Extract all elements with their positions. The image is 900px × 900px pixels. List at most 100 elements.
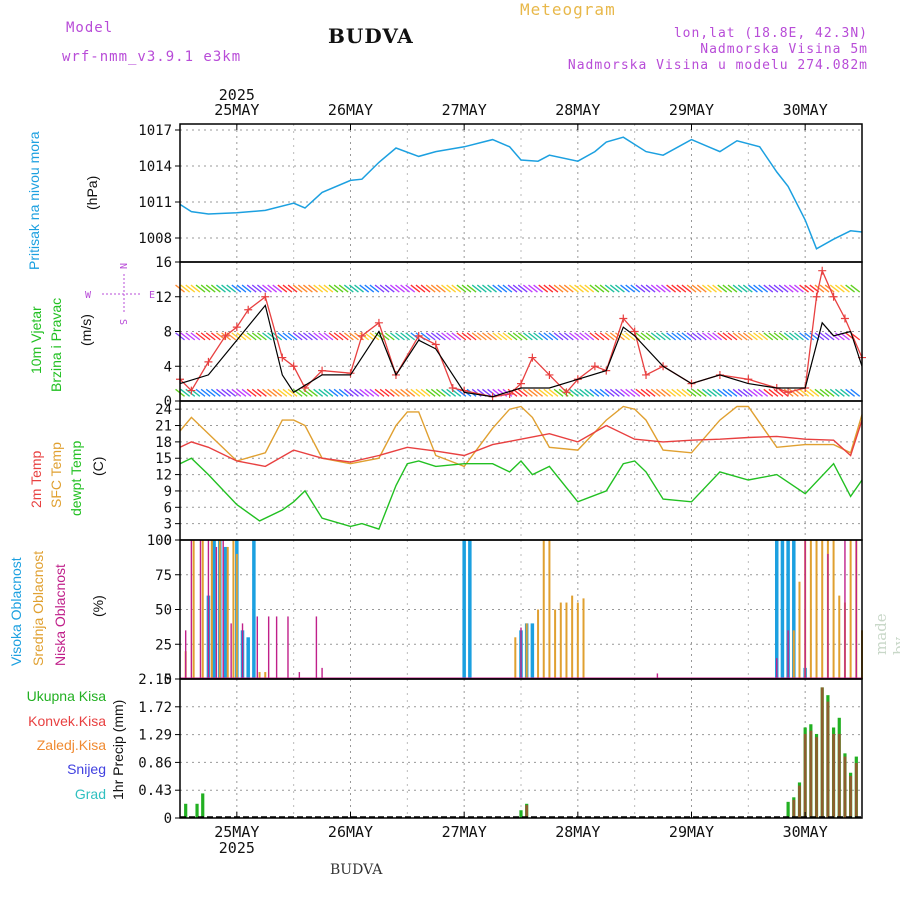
wind-barb (712, 284, 723, 293)
wind-barb (236, 284, 247, 293)
wind-barb (410, 388, 421, 397)
wind-barb (737, 332, 748, 341)
wind-speed-marker (232, 323, 241, 332)
wind-barb (195, 284, 206, 293)
wind-barb (748, 332, 758, 341)
x-tick-label-bottom: 26MAY (328, 823, 373, 841)
wind-barb (323, 332, 334, 341)
wind-barb (773, 388, 784, 397)
compass-n: N (117, 263, 128, 269)
wind-barb (666, 332, 676, 341)
wind-barb (528, 284, 538, 293)
wind-speed-marker (642, 370, 651, 379)
wind-barb (267, 332, 278, 341)
wind-barb (400, 284, 411, 293)
wind-barb (369, 284, 380, 293)
model-name: wrf-nmm_v3.9.1 e3km (62, 49, 242, 65)
cloud-high-bar (775, 540, 779, 679)
wind-barb (287, 388, 298, 397)
wind-barb (471, 284, 482, 293)
wind-barb (768, 284, 779, 293)
wind-barb (783, 284, 794, 293)
wind-barb (712, 388, 723, 397)
wind-barb (599, 284, 610, 293)
year-label-bottom: 2025 (219, 839, 255, 857)
wind-barb (318, 388, 329, 397)
y-tick-label: 1.72 (138, 700, 172, 716)
wind-barb (328, 332, 339, 341)
wind-barb (732, 332, 743, 341)
wind-barb (696, 332, 707, 341)
cloud-high-bar (462, 540, 466, 679)
wind-barb (231, 332, 242, 341)
wind-barb (287, 284, 298, 293)
wind-barb (543, 332, 554, 341)
cloud-high-bar (468, 540, 472, 679)
wind-barb (814, 388, 825, 397)
wind-barb (676, 388, 687, 397)
wind-barb (599, 388, 610, 397)
wind-barb (241, 332, 252, 341)
wind-barb (717, 284, 728, 293)
cloud-low-bar (827, 553, 829, 679)
wind-barb (584, 332, 595, 341)
cloud-low-bar (855, 540, 858, 679)
wind-barb (845, 388, 856, 397)
wind-barb (487, 284, 497, 293)
wind-barb (655, 332, 666, 341)
wind-barb (707, 332, 717, 341)
wind-barb (343, 388, 354, 397)
wind-barb (788, 284, 799, 293)
y-tick-label: 0 (164, 672, 172, 688)
precip-total-bar (184, 803, 188, 818)
wind-barb (569, 388, 579, 397)
wind-barb (548, 388, 559, 397)
wind-barb (748, 284, 758, 293)
wind-barb (763, 388, 774, 397)
y-tick-label: 9 (164, 484, 172, 500)
wind-barb (763, 284, 774, 293)
wind-speed-marker (318, 366, 327, 375)
wind-barb (686, 284, 697, 293)
wind-barb (676, 284, 687, 293)
wind-barb (185, 284, 196, 293)
wind-barb (262, 284, 272, 293)
y-tick-label: 6 (164, 500, 172, 516)
wind-barb (374, 284, 385, 293)
cloud-low-bar (287, 616, 289, 679)
wind-barb (604, 388, 615, 397)
wind-barb (354, 388, 364, 397)
wind-barb (487, 332, 497, 341)
cloud-low-bar (656, 673, 659, 679)
wind-barb (819, 388, 830, 397)
wind-barb (819, 284, 830, 293)
wind-barb (456, 284, 467, 293)
wind-barb (364, 284, 375, 293)
wind-barb (742, 332, 753, 341)
cloud-low-bar (787, 630, 789, 679)
cloud-low-bar (190, 540, 193, 679)
wind-speed-marker (630, 327, 639, 336)
wind-barb (707, 388, 717, 397)
wind-barb (686, 388, 697, 397)
wind-barb (589, 284, 600, 293)
y-tick-label: 16 (155, 255, 172, 271)
wind-barb (313, 332, 324, 341)
wind-barb (558, 332, 569, 341)
cloud-high-bar (212, 540, 216, 679)
wind-barb (625, 388, 636, 397)
wind-barb (794, 332, 804, 341)
wind-barb (190, 332, 201, 341)
legend-konvek-kisa: Konvek.Kisa (28, 713, 106, 729)
wind-barb (512, 284, 523, 293)
x-tick-label-bottom: 27MAY (442, 823, 487, 841)
wind-barb (778, 332, 789, 341)
cloud-mid-bar (849, 540, 852, 679)
wind-barb (696, 388, 707, 397)
wind-barb (691, 332, 702, 341)
wind-barb (323, 284, 334, 293)
wind-barb (216, 388, 226, 397)
precip-convective-bar (854, 763, 858, 818)
wind-barb (650, 284, 661, 293)
y-tick-label: 15 (155, 451, 172, 467)
